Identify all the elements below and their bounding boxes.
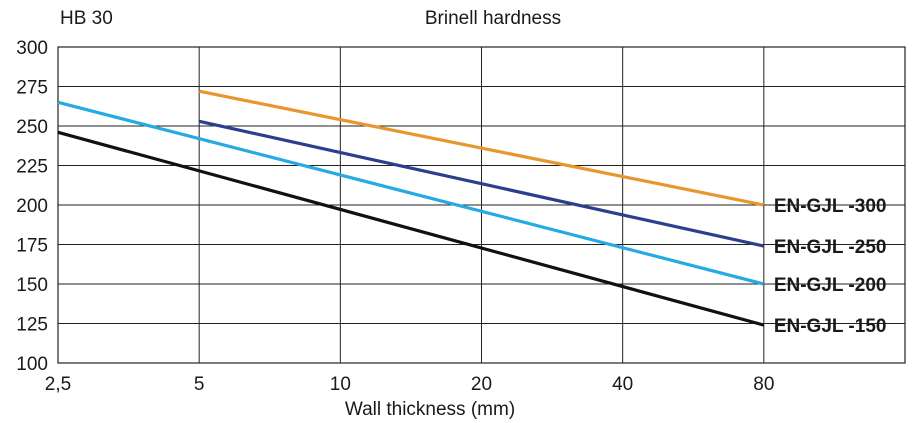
chart-title: Brinell hardness <box>425 8 561 29</box>
y-axis-title: HB 30 <box>60 8 113 29</box>
y-tick-label: 125 <box>16 315 48 336</box>
series-label: EN-GJL -250 <box>774 237 887 258</box>
x-tick-label: 80 <box>753 374 774 395</box>
series-line <box>198 119 765 248</box>
x-tick-label: 2,5 <box>45 374 71 395</box>
x-axis-title: Wall thickness (mm) <box>345 399 515 420</box>
y-tick-label: 150 <box>16 275 48 296</box>
series-line <box>57 130 765 327</box>
series-line <box>198 89 765 207</box>
y-tick-label: 200 <box>16 196 48 217</box>
series-line <box>57 100 765 286</box>
y-tick-label: 175 <box>16 236 48 257</box>
series-label: EN-GJL -200 <box>774 275 887 296</box>
series-labels: EN-GJL -300 EN-GJL -250 EN-GJL -200 EN-GJL … <box>774 196 887 337</box>
y-tick-label: 100 <box>16 354 48 375</box>
y-tick-label: 250 <box>16 117 48 138</box>
y-tick-label: 275 <box>16 78 48 99</box>
x-tick-label: 40 <box>612 374 633 395</box>
x-tick-label: 20 <box>471 374 492 395</box>
series-label: EN-GJL -300 <box>774 196 887 217</box>
y-tick-label: 225 <box>16 157 48 178</box>
x-tick-label: 5 <box>194 374 205 395</box>
series-lines <box>57 89 765 327</box>
y-tick-label: 300 <box>16 38 48 59</box>
series-label: EN-GJL -150 <box>774 316 887 337</box>
x-tick-label: 10 <box>330 374 351 395</box>
tick-labels: 100 125 150 175 200 225 250 275 300 2,5 5 10 20 40 80 <box>16 38 774 395</box>
